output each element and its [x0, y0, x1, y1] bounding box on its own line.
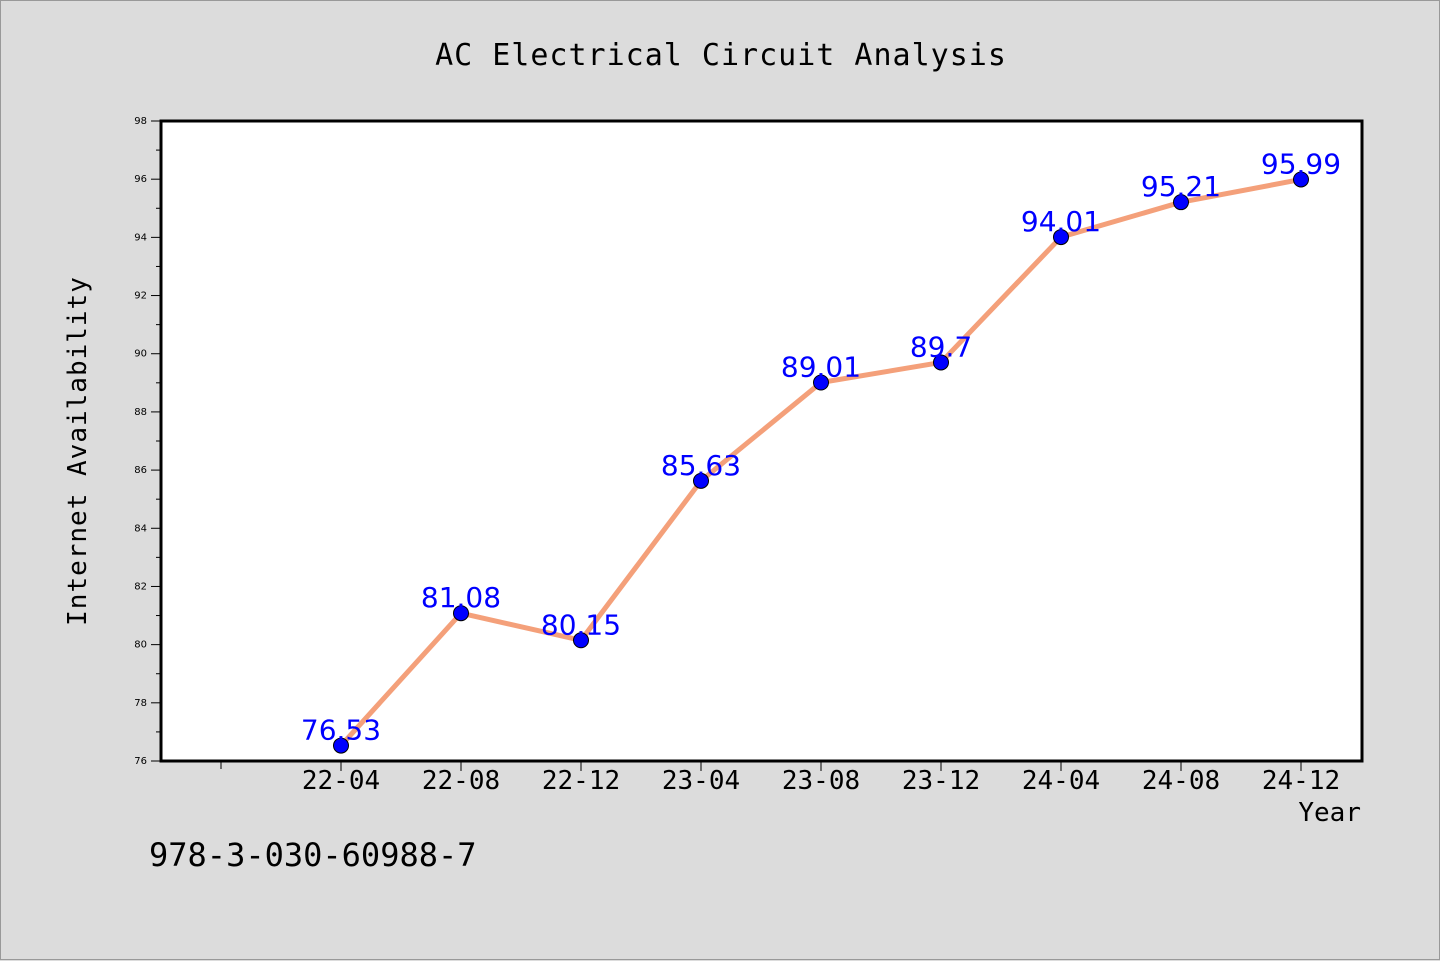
- x-tick-label: 23-04: [662, 766, 740, 796]
- data-markers: [333, 171, 1309, 754]
- y-axis-ticks: 76 78 80 82 84 86 88 90 92 94 96 98: [134, 116, 161, 767]
- y-tick-label: 84: [134, 523, 147, 534]
- data-point: [1173, 194, 1189, 211]
- x-tick-label: 24-08: [1142, 766, 1220, 796]
- y-tick-label: 78: [134, 698, 147, 709]
- data-point: [333, 737, 349, 754]
- y-tick-label: 76: [134, 756, 147, 767]
- data-label: 94.01: [1021, 205, 1101, 238]
- plot-area: [159, 119, 1364, 763]
- x-tick-label: 22-08: [422, 766, 500, 796]
- y-tick-label: 94: [134, 232, 147, 243]
- data-point: [1293, 171, 1309, 188]
- data-labels: 76.53 81.08 80.15 85.63 89.01 89.7 94.01 95.21 9…: [301, 147, 1341, 746]
- y-tick-label: 82: [134, 581, 147, 592]
- x-tick-label: 24-12: [1262, 766, 1340, 796]
- y-axis-label: Internet Availability: [63, 276, 93, 626]
- y-tick-label: 88: [134, 407, 147, 418]
- x-axis-ticks: 22-04 22-08 22-12 23-04 23-08 23-12 24-04 24-08…: [220, 761, 1340, 796]
- data-point: [453, 605, 469, 622]
- data-point: [933, 354, 949, 371]
- data-label: 80.15: [541, 608, 621, 641]
- y-tick-label: 98: [134, 116, 147, 127]
- data-point: [573, 632, 589, 649]
- x-tick-label: 23-08: [782, 766, 860, 796]
- data-label: 95.21: [1141, 170, 1221, 203]
- data-label: 89.01: [781, 351, 861, 384]
- x-tick-label: 22-04: [302, 766, 380, 796]
- data-label: 85.63: [661, 449, 741, 482]
- y-tick-label: 92: [134, 291, 147, 302]
- chart-title: AC Electrical Circuit Analysis: [435, 38, 1007, 73]
- x-tick-label: 22-12: [542, 766, 620, 796]
- y-tick-label: 96: [134, 174, 147, 185]
- data-label: 95.99: [1261, 147, 1341, 180]
- y-tick-label: 80: [134, 640, 147, 651]
- y-tick-label: 90: [134, 349, 147, 360]
- x-tick-label: 24-04: [1022, 766, 1100, 796]
- x-tick-label: 23-12: [902, 766, 980, 796]
- data-label: 89.7: [910, 330, 972, 363]
- data-label: 81.08: [421, 581, 501, 614]
- data-point: [813, 374, 829, 391]
- data-label: 76.53: [301, 714, 381, 747]
- y-tick-label: 86: [134, 465, 147, 476]
- annotation-id: 978-3-030-60988-7: [149, 836, 477, 874]
- data-point: [693, 472, 709, 489]
- data-point: [1053, 229, 1069, 246]
- x-axis-label: Year: [1298, 798, 1361, 828]
